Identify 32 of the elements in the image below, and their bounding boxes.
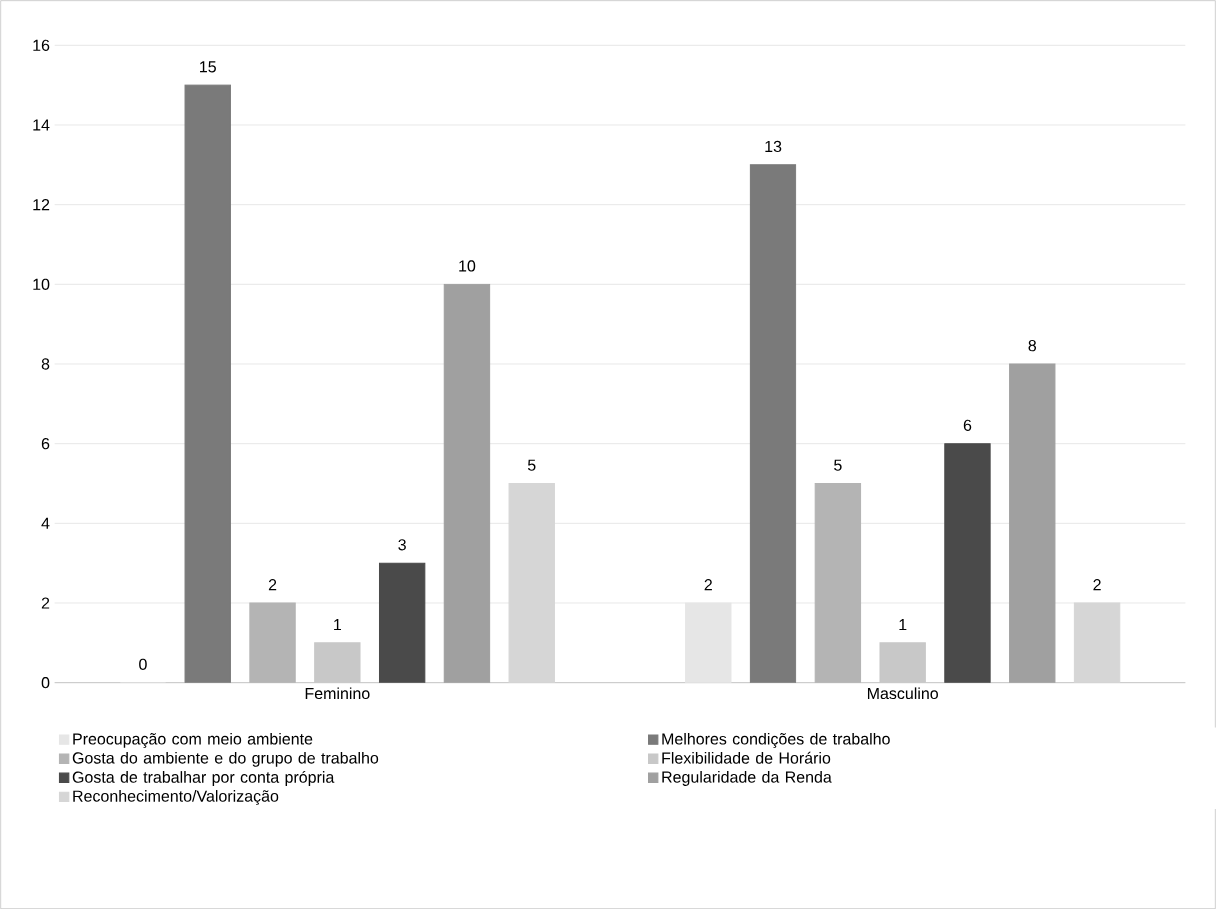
legend-label: Flexibilidade de Horário — [662, 751, 831, 764]
data-label: 2 — [704, 578, 712, 591]
x-tick-label: Feminino — [305, 687, 370, 699]
y-tick-label: 8 — [41, 358, 50, 370]
legend-label: Preocupação com meio ambiente — [73, 732, 313, 748]
y-tick-label: 2 — [41, 597, 50, 609]
data-label: 10 — [459, 260, 476, 272]
data-label: 5 — [527, 459, 536, 471]
data-label: 5 — [834, 459, 842, 471]
legend-label: Gosta do ambiente e do grupo de trabalho — [72, 751, 379, 767]
data-label: 0 — [139, 658, 147, 670]
data-label: 13 — [765, 140, 782, 152]
data-label: 3 — [398, 538, 406, 551]
legend-label: Gosta de trabalhar por conta própria — [72, 770, 335, 786]
legend-label: Melhores condições de trabalho — [662, 732, 890, 748]
y-tick-label: 16 — [33, 39, 50, 51]
data-label: 6 — [963, 419, 972, 431]
y-tick-label: 14 — [33, 119, 50, 131]
y-tick-label: 4 — [41, 517, 50, 529]
data-label: 8 — [1028, 339, 1037, 352]
data-label: 1 — [899, 618, 907, 630]
data-label: 2 — [268, 578, 277, 591]
data-label: 15 — [200, 61, 216, 73]
y-tick-label: 0 — [41, 676, 50, 689]
data-label: 2 — [1093, 578, 1101, 591]
legend-label: Reconhecimento/Valorização — [73, 789, 279, 805]
legend-label: Regularidade da Renda — [662, 770, 832, 786]
data-label: 1 — [334, 618, 341, 630]
x-tick-label: Masculino — [867, 687, 938, 699]
y-tick-label: 12 — [33, 198, 50, 211]
y-tick-label: 6 — [41, 437, 50, 450]
y-tick-label: 10 — [33, 278, 50, 290]
